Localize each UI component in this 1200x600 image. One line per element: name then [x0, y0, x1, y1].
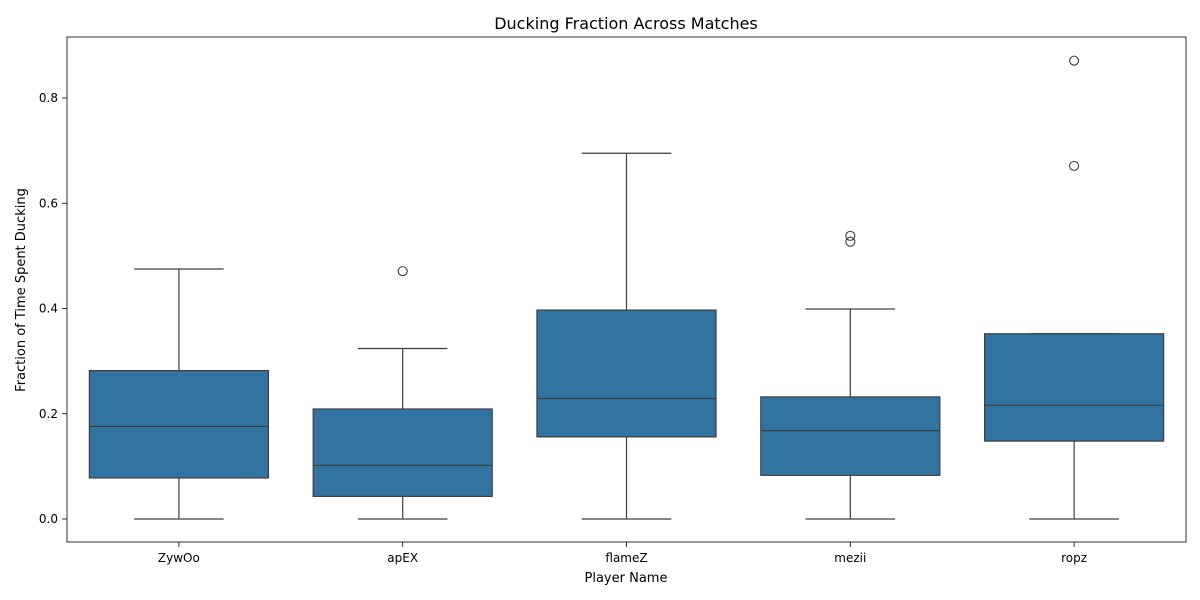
outlier-point: [1069, 55, 1080, 66]
box-apEX: [312, 408, 493, 497]
outlier-point: [845, 236, 856, 247]
box-ZywOo: [88, 369, 270, 479]
x-axis-label: Player Name: [585, 571, 668, 586]
y-tick-label: 0.8: [39, 91, 58, 105]
y-tick-label: 0.0: [39, 512, 58, 526]
x-tick-label: ropz: [1061, 551, 1087, 565]
box-mezii: [760, 396, 941, 476]
x-tick-label: mezii: [834, 551, 866, 565]
y-tick-label: 0.2: [39, 407, 58, 421]
outlier-point: [1069, 160, 1080, 171]
plot-area: 0.0 0.2 0.4 0.6 0.8 ZywOo apEX flameZ mezii ropz: [39, 36, 1187, 565]
x-tick-label: flameZ: [605, 551, 647, 565]
box-ropz: [983, 333, 1165, 442]
y-tick-label: 0.4: [39, 302, 58, 316]
box-flameZ: [536, 309, 717, 438]
outlier-point: [845, 230, 856, 241]
y-tick-label: 0.6: [39, 196, 58, 210]
outlier-point: [397, 266, 408, 277]
x-tick-label: ZywOo: [158, 551, 200, 565]
x-tick-label: apEX: [387, 551, 418, 565]
y-axis-label: Fraction of Time Spent Ducking: [14, 188, 29, 392]
chart-title: Ducking Fraction Across Matches: [494, 14, 758, 33]
